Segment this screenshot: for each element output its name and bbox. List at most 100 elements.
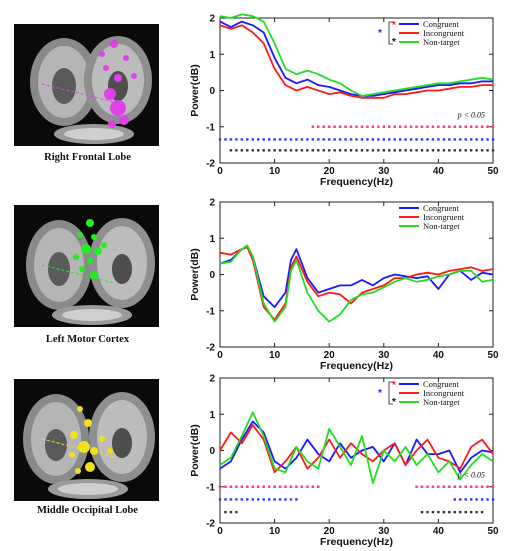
y-tick-label: -1 [206,482,215,493]
significance-marker [382,138,385,141]
significance-marker [437,485,440,488]
significance-marker [415,485,418,488]
x-axis-label: Frequency(Hz) [320,360,393,372]
source-blob [75,468,81,474]
significance-marker [491,485,495,488]
significance-marker [229,138,233,141]
significance-marker [475,485,478,488]
legend-bracket [388,21,393,45]
significance-marker [360,138,364,141]
significance-marker [240,498,244,501]
legend-label: Non-target [423,221,460,231]
significance-marker [442,485,446,488]
significance-marker [377,149,380,152]
legend-label: Non-target [423,397,460,407]
significance-marker [431,485,435,488]
significance-marker [355,138,358,141]
significance-marker [257,138,260,141]
x-tick-label: 20 [324,526,336,537]
legend-bracket [388,381,393,405]
significance-marker [278,485,282,488]
source-blob [94,247,102,255]
series-line-incongruent [219,24,493,99]
significance-marker [306,149,309,152]
significance-marker [464,498,467,501]
y-tick-label: 1 [209,410,215,421]
y-tick-label: -1 [206,306,215,317]
significance-marker [491,125,495,128]
significance-marker [448,485,451,488]
source-blob [81,244,91,254]
source-blob [119,115,129,125]
significance-marker [453,149,456,152]
x-tick-label: 50 [487,166,499,177]
significance-marker [382,125,385,128]
sig-star-blue: * [378,388,382,399]
significance-marker [377,138,380,141]
significance-marker [464,138,467,141]
significance-marker [442,138,446,141]
significance-marker [480,498,484,501]
significance-marker [371,149,375,152]
legend-label: Congruent [423,203,460,213]
brain-render [14,205,159,327]
significance-marker [404,125,407,128]
significance-marker [431,149,435,152]
significance-marker [491,138,495,141]
significance-marker [333,125,336,128]
series-line-congruent [219,420,494,474]
x-tick-label: 20 [324,350,336,361]
source-blob [110,100,126,116]
significance-marker [295,138,298,141]
significance-marker [240,138,244,141]
significance-marker [442,125,446,128]
significance-marker [267,498,271,501]
series-line-non-target [219,244,494,323]
power-spectrum-chart: 0 10 20 30 40 50 -2 -1 0 1 2 Frequency(Hz) Power(dB)… [189,13,499,188]
significance-marker [289,149,293,152]
significance-marker [442,149,446,152]
significance-marker [344,149,347,152]
x-tick-label: 40 [433,350,445,361]
source-blob [101,242,107,248]
significance-marker [448,138,451,141]
significance-marker [486,149,489,152]
significance-marker [420,485,424,488]
significance-marker [469,149,473,152]
significance-marker [426,485,429,488]
significance-marker [486,138,489,141]
significance-marker [480,125,484,128]
significance-marker [480,485,484,488]
source-blob [107,448,113,454]
projection-line [41,264,115,284]
significance-marker [262,498,265,501]
significance-marker [311,149,315,152]
significance-marker [257,485,260,488]
sig-star-red: * [392,20,396,31]
source-blob [114,74,122,82]
legend-label: Congruent [423,19,460,29]
sig-star-red: * [392,380,396,391]
significance-marker [464,125,467,128]
significance-marker [415,125,418,128]
source-blob [104,88,116,100]
significance-marker [218,485,222,488]
significance-marker [393,149,396,152]
significance-marker [262,149,265,152]
series-line-congruent [219,20,493,97]
brain-render [14,24,159,146]
significance-marker [257,498,260,501]
significance-marker [300,149,304,152]
significance-marker [322,138,325,141]
caption-left-motor: Left Motor Cortex [45,334,130,345]
significance-marker [240,149,244,152]
series-line-non-target [219,411,494,484]
significance-marker [469,125,473,128]
significance-marker [437,510,440,514]
significance-marker [464,485,467,488]
significance-marker [251,485,254,488]
sig-star-black: * [392,37,396,48]
x-tick-label: 20 [324,166,336,177]
significance-marker [317,125,320,128]
x-tick-label: 10 [269,526,281,537]
